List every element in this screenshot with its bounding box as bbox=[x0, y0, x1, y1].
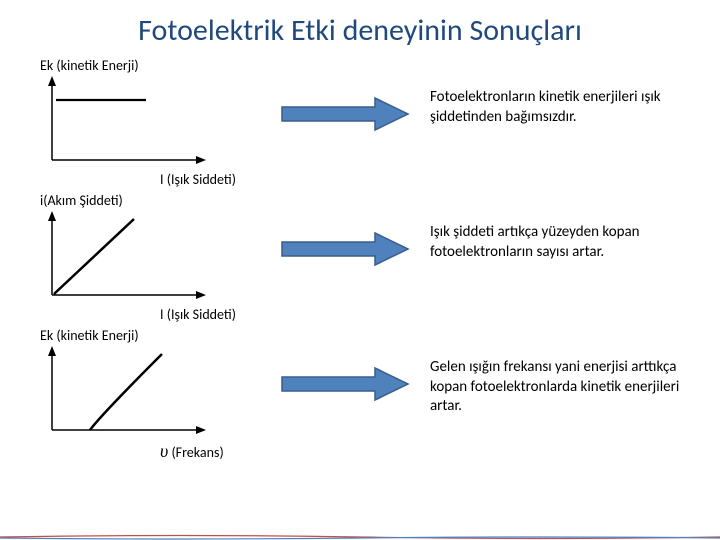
chart-rising bbox=[40, 211, 210, 301]
big-arrow-2 bbox=[280, 231, 410, 267]
chart3-x-label: υ (Frekans) bbox=[160, 441, 680, 462]
big-arrow-3 bbox=[280, 366, 410, 402]
chart1-x-label: I (Işık Siddeti) bbox=[160, 171, 680, 188]
chart1-y-label: Ek (kinetik Enerji) bbox=[40, 57, 680, 74]
bottom-decoration bbox=[0, 534, 720, 540]
chart3-y-label: Ek (kinetik Enerji) bbox=[40, 327, 680, 344]
chart-flat bbox=[40, 76, 210, 166]
chart3-description: Gelen ışığın frekansı yani enerjisi artt… bbox=[420, 346, 680, 417]
chart-threshold bbox=[40, 346, 210, 436]
nu-symbol: υ bbox=[160, 441, 168, 461]
chart3-x-label-text: (Frekans) bbox=[171, 444, 223, 461]
section-2: Işık şiddeti artıkça yüzeyden kopan foto… bbox=[40, 211, 680, 306]
chart2-x-label: I (Işık Siddeti) bbox=[160, 306, 680, 323]
chart2-description: Işık şiddeti artıkça yüzeyden kopan foto… bbox=[420, 211, 680, 262]
page-title: Fotoelektrik Etki deneyinin Sonuçları bbox=[40, 12, 680, 49]
section-3: Gelen ışığın frekansı yani enerjisi artt… bbox=[40, 346, 680, 441]
chart1-description: Fotoelektronların kinetik enerjileri ışı… bbox=[420, 76, 680, 127]
chart2-y-label: i(Akım Şiddeti) bbox=[40, 192, 680, 209]
section-1: Fotoelektronların kinetik enerjileri ışı… bbox=[40, 76, 680, 171]
big-arrow-1 bbox=[280, 96, 410, 132]
